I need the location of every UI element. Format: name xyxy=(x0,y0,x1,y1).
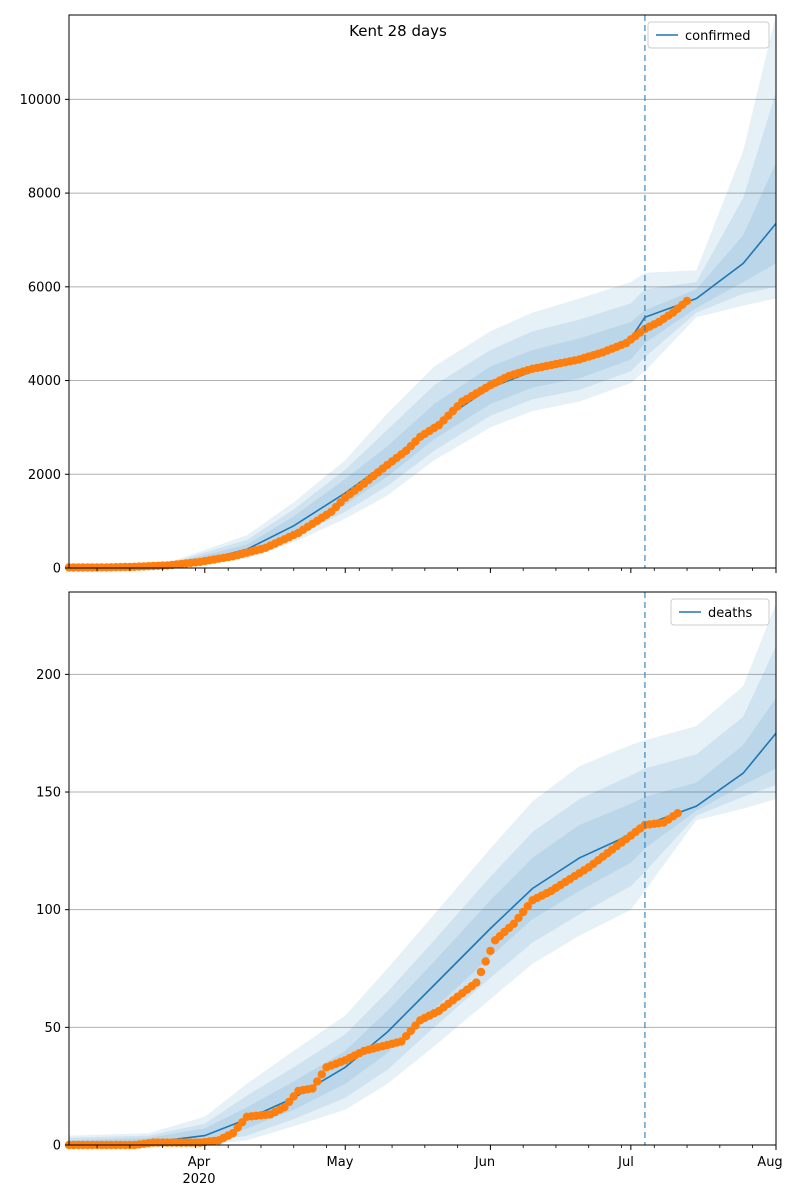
legend-label: deaths xyxy=(708,606,753,621)
observed-point xyxy=(519,907,528,917)
observed-point xyxy=(509,919,518,928)
y-tick-label: 200 xyxy=(36,668,61,683)
x-tick-label-jul: Jul xyxy=(617,1155,634,1170)
figure-title: Kent 28 days xyxy=(349,22,447,40)
y-tick-label: 50 xyxy=(44,1021,61,1036)
observed-point xyxy=(514,913,523,923)
deaths-panel: 0 50 100 150 200 deaths xyxy=(36,591,777,1154)
uncertainty-band xyxy=(69,162,776,568)
x-tick-label-jun: Jun xyxy=(474,1155,495,1170)
observed-point xyxy=(308,1084,317,1093)
y-tick-label: 2000 xyxy=(28,468,61,483)
y-tick-label: 6000 xyxy=(28,280,61,295)
y-tick-label: 4000 xyxy=(28,374,61,389)
y-tick-label: 0 xyxy=(53,1139,61,1154)
plot-frame xyxy=(68,14,777,569)
y-tick-label: 10000 xyxy=(20,93,61,108)
legend-box xyxy=(647,21,770,49)
observed-point xyxy=(481,957,490,966)
observed-point xyxy=(476,967,486,977)
observed-point xyxy=(313,1077,322,1086)
observed-point xyxy=(228,1129,238,1138)
uncertainty-band xyxy=(69,603,776,1145)
observed-point xyxy=(486,946,495,956)
observed-point xyxy=(682,296,692,306)
x-tick-label-apr: Apr xyxy=(188,1155,211,1170)
y-tick-label: 150 xyxy=(36,786,61,801)
legend-box xyxy=(670,598,770,626)
observed-point xyxy=(284,1097,294,1107)
observed-point xyxy=(317,1070,326,1079)
observed-point xyxy=(289,1092,298,1101)
observed-point xyxy=(673,809,682,818)
x-tick-label-may: May xyxy=(327,1155,354,1170)
x-tick-label-aug: Aug xyxy=(757,1155,782,1170)
observed-point xyxy=(238,1118,247,1127)
x-year-label: 2020 xyxy=(182,1172,215,1187)
observed-point xyxy=(472,978,481,987)
observed-point xyxy=(523,902,532,911)
uncertainty-band xyxy=(69,15,776,568)
y-tick-label: 0 xyxy=(53,562,61,577)
confirmed-panel: 0 2000 4000 6000 8000 10000 confirmed xyxy=(20,14,777,577)
uncertainty-band xyxy=(69,92,776,569)
y-tick-label: 8000 xyxy=(28,187,61,202)
y-tick-label: 100 xyxy=(36,903,61,918)
observed-point xyxy=(280,1103,289,1112)
uncertainty-band xyxy=(69,646,776,1145)
legend-label: confirmed xyxy=(685,29,751,44)
plot-frame xyxy=(68,591,777,1146)
x-axis: Apr May Jun Jul Aug 2020 xyxy=(182,1155,782,1187)
